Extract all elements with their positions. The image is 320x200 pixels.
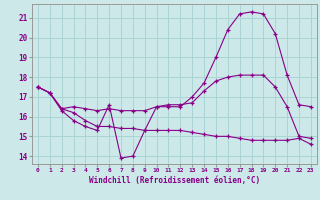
X-axis label: Windchill (Refroidissement éolien,°C): Windchill (Refroidissement éolien,°C) xyxy=(89,176,260,185)
